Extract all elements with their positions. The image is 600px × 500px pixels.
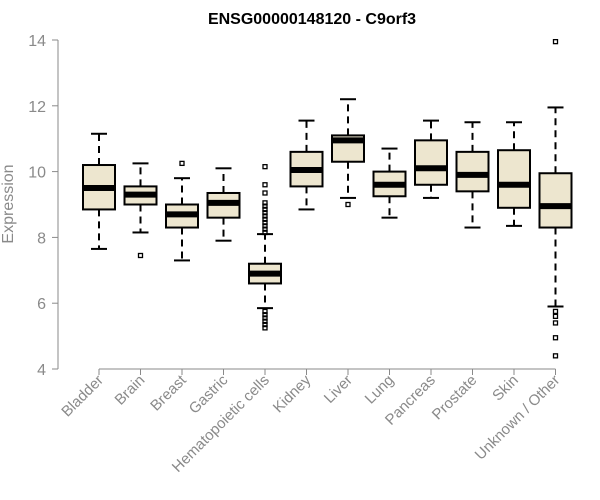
outlier-point bbox=[262, 203, 268, 209]
box-gastric bbox=[206, 167, 241, 242]
box-lung bbox=[372, 147, 407, 219]
y-tick-label: 10 bbox=[28, 165, 46, 182]
x-tick-label: Prostate bbox=[429, 372, 481, 424]
outlier-point bbox=[262, 229, 268, 236]
outlier-point bbox=[262, 308, 268, 315]
outlier-point bbox=[262, 216, 268, 222]
outlier-point bbox=[262, 219, 268, 226]
outlier-point bbox=[262, 200, 268, 206]
box-skin bbox=[497, 121, 531, 227]
y-tick-label: 8 bbox=[37, 230, 46, 247]
box-liver bbox=[331, 98, 365, 208]
outlier-point bbox=[262, 226, 268, 232]
y-axis: 4 6 8 10 12 14 bbox=[28, 33, 59, 379]
x-tick-label: Skin bbox=[489, 372, 522, 405]
y-tick-label: 6 bbox=[37, 296, 46, 313]
y-axis-label: Expression bbox=[0, 164, 17, 243]
box-prostate bbox=[455, 121, 490, 229]
outlier-point bbox=[262, 315, 268, 321]
outlier-point bbox=[552, 308, 559, 315]
outlier-point bbox=[262, 223, 268, 229]
iqr-box bbox=[414, 139, 448, 186]
outlier-point bbox=[262, 210, 268, 216]
outlier-point bbox=[262, 321, 268, 328]
outlier-point bbox=[262, 213, 268, 219]
outlier-point bbox=[262, 318, 268, 324]
box-bladder bbox=[82, 132, 116, 250]
iqr-box bbox=[455, 150, 490, 193]
iqr-box bbox=[497, 149, 531, 209]
x-tick-label: Brain bbox=[112, 372, 149, 409]
y-tick-label: 4 bbox=[37, 362, 46, 379]
box-pancreas bbox=[414, 119, 448, 199]
outlier-point bbox=[262, 182, 268, 188]
outlier-point bbox=[345, 201, 351, 208]
iqr-box bbox=[538, 172, 573, 229]
outlier-point bbox=[262, 164, 268, 170]
outlier-point bbox=[262, 312, 268, 318]
outlier-point bbox=[137, 252, 144, 259]
box-hematopoietic-cells bbox=[248, 164, 282, 331]
x-tick-label: Breast bbox=[147, 371, 190, 414]
outlier-point bbox=[552, 38, 559, 45]
outlier-point bbox=[262, 206, 268, 213]
box-kidney bbox=[289, 119, 324, 211]
outlier-point bbox=[552, 313, 559, 320]
outlier-point bbox=[552, 335, 559, 341]
box-brain bbox=[123, 162, 158, 259]
box-unknown-other bbox=[538, 38, 573, 359]
outlier-point bbox=[552, 320, 559, 326]
y-tick-label: 14 bbox=[28, 33, 46, 50]
outlier-point bbox=[262, 325, 268, 331]
x-tick-label: Bladder bbox=[58, 372, 107, 421]
x-tick-label: Liver bbox=[321, 372, 356, 407]
y-tick-label: 12 bbox=[28, 99, 46, 116]
outlier-point bbox=[262, 190, 268, 196]
x-tick-label: Lung bbox=[362, 372, 398, 408]
box-breast bbox=[165, 160, 199, 262]
x-tick-label: Kidney bbox=[270, 371, 315, 416]
outlier-point bbox=[552, 353, 559, 359]
chart-title: ENSG00000148120 - C9orf3 bbox=[208, 11, 416, 28]
outlier-point bbox=[179, 160, 185, 167]
box-series bbox=[82, 38, 573, 359]
